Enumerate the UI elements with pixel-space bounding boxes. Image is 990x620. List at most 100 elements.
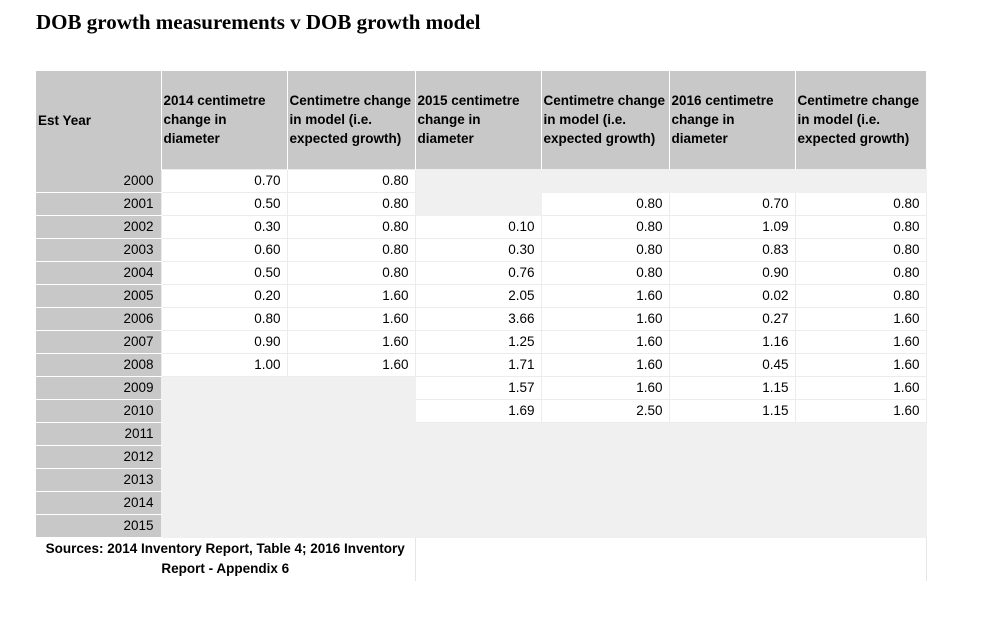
cell-2016-model: 1.60 bbox=[794, 375, 927, 400]
cell-2016-model: 0.80 bbox=[794, 191, 927, 216]
table-row: 2004 0.50 0.80 0.76 0.80 0.90 0.80 bbox=[36, 260, 927, 285]
cell-2015-model bbox=[540, 467, 670, 492]
cell-value: 1.60 bbox=[636, 380, 663, 395]
cell-value: 0.50 bbox=[254, 196, 281, 211]
cell-2015-measured bbox=[414, 168, 542, 193]
year-cell: 2008 bbox=[36, 353, 161, 377]
year-cell: 2014 bbox=[36, 491, 161, 515]
cell-2015-measured: 0.76 bbox=[414, 260, 542, 285]
cell-2015-measured bbox=[414, 421, 542, 446]
header-2015-measured: 2015 centimetre change in diameter bbox=[414, 71, 541, 169]
cell-2016-model bbox=[794, 490, 927, 515]
page-title: DOB growth measurements v DOB growth mod… bbox=[36, 10, 481, 34]
cell-2016-measured bbox=[668, 444, 796, 469]
cell-value: 1.09 bbox=[762, 219, 789, 234]
cell-2015-measured bbox=[414, 513, 542, 538]
cell-2016-measured bbox=[668, 467, 796, 492]
cell-value: 0.30 bbox=[508, 242, 535, 257]
cell-value: 0.90 bbox=[762, 265, 789, 280]
cell-2015-model: 0.80 bbox=[540, 237, 670, 262]
cell-value: 0.90 bbox=[254, 334, 281, 349]
growth-table: Est Year 2014 centimetre change in diame… bbox=[36, 71, 927, 581]
cell-2016-measured: 1.16 bbox=[668, 329, 796, 354]
year-cell: 2002 bbox=[36, 215, 161, 239]
year-cell: 2011 bbox=[36, 422, 161, 446]
table-row: 2007 0.90 1.60 1.25 1.60 1.16 1.60 bbox=[36, 329, 927, 354]
cell-2015-model: 2.50 bbox=[540, 398, 670, 423]
cell-2014-model: 0.80 bbox=[286, 191, 416, 216]
cell-value: 0.80 bbox=[382, 242, 409, 257]
cell-2016-measured: 1.15 bbox=[668, 375, 796, 400]
cell-2016-measured: 1.15 bbox=[668, 398, 796, 423]
cell-2014-measured: 0.70 bbox=[160, 168, 288, 193]
cell-value: 0.80 bbox=[893, 242, 920, 257]
cell-value: 1.60 bbox=[636, 311, 663, 326]
cell-2014-measured bbox=[160, 375, 288, 400]
cell-2014-model bbox=[286, 467, 416, 492]
cell-2014-measured bbox=[160, 513, 288, 538]
cell-2014-measured bbox=[160, 444, 288, 469]
year-cell: 2013 bbox=[36, 468, 161, 492]
table-row: 2011 bbox=[36, 421, 927, 446]
sources-note: Sources: 2014 Inventory Report, Table 4;… bbox=[36, 537, 415, 581]
cell-value: 1.16 bbox=[762, 334, 789, 349]
table-row: 2013 bbox=[36, 467, 927, 492]
table-row: 2009 1.57 1.60 1.15 1.60 bbox=[36, 375, 927, 400]
cell-2015-model bbox=[540, 513, 670, 538]
table-row: 2012 bbox=[36, 444, 927, 469]
cell-2015-model: 0.80- bbox=[540, 191, 675, 216]
cell-value: 0.27 bbox=[762, 311, 789, 326]
cell-2015-model: 1.60 bbox=[540, 329, 670, 354]
cell-value: 0.70 bbox=[254, 173, 281, 188]
cell-2016-measured: 0.45 bbox=[668, 352, 796, 377]
cell-2016-measured bbox=[668, 490, 796, 515]
cell-2016-measured bbox=[668, 513, 796, 538]
cell-2015-measured: 0.10 bbox=[414, 214, 542, 239]
cell-value: 0.80 bbox=[382, 196, 409, 211]
cell-value: 1.60 bbox=[893, 311, 920, 326]
table-row: 2002 0.30 0.80 0.10 0.80- 1.09 0.80 bbox=[36, 214, 927, 239]
cell-value: 1.25 bbox=[508, 334, 535, 349]
cell-2015-measured: 1.25 bbox=[414, 329, 542, 354]
cell-2014-measured: 0.60 bbox=[160, 237, 288, 262]
cell-2014-model: 0.80 bbox=[286, 168, 416, 193]
cell-2014-measured: 1.00 bbox=[160, 352, 288, 377]
cell-2015-model: 1.60 bbox=[540, 375, 670, 400]
table-row: 2003 0.60 0.80- 0.30 0.80 0.83 0.80 bbox=[36, 237, 927, 262]
table-row: 2000 0.70 0.80 bbox=[36, 168, 927, 193]
cell-2016-measured bbox=[668, 168, 796, 193]
cell-2016-measured: 0.83 bbox=[668, 237, 796, 262]
cell-value: 2.50 bbox=[636, 403, 663, 418]
year-cell: 2007 bbox=[36, 330, 161, 354]
cell-2014-model bbox=[286, 513, 416, 538]
cell-2014-model: 0.80 bbox=[286, 260, 416, 285]
cell-value: 0.80 bbox=[382, 219, 409, 234]
cell-value: 0.45 bbox=[762, 357, 789, 372]
cell-2014-model: 1.60 bbox=[286, 352, 416, 377]
cell-2014-measured: 0.90 bbox=[160, 329, 288, 354]
year-cell: 2003 bbox=[36, 238, 161, 262]
cell-2016-model bbox=[794, 168, 927, 193]
cell-2016-measured: 0.70 bbox=[668, 191, 796, 216]
table-row: 2006 0.80 1.60 3.66 1.60 0.27 1.60 bbox=[36, 306, 927, 331]
year-cell: 2012 bbox=[36, 445, 161, 469]
cell-2015-model: 1.60- bbox=[540, 283, 675, 308]
cell-2015-measured: 3.66 bbox=[414, 306, 542, 331]
cell-2015-model bbox=[540, 444, 670, 469]
cell-2015-model bbox=[540, 421, 670, 446]
cell-2016-model bbox=[794, 421, 927, 446]
cell-2014-measured: 0.50 bbox=[160, 260, 288, 285]
cell-value: 0.10 bbox=[508, 219, 535, 234]
cell-2016-measured: 0.27 bbox=[668, 306, 796, 331]
cell-2014-measured bbox=[160, 467, 288, 492]
cell-value: 1.60 bbox=[382, 288, 409, 303]
cell-value: 0.80 bbox=[636, 196, 663, 211]
table-row: 2014 bbox=[36, 490, 927, 515]
cell-value: 0.02 bbox=[762, 288, 789, 303]
cell-value: 1.60 bbox=[893, 380, 920, 395]
table-row: 2008 1.00 1.60 1.71 1.60 0.45 1.60 bbox=[36, 352, 927, 377]
cell-2015-measured: 0.30 bbox=[414, 237, 542, 262]
cell-value: 1.60 bbox=[382, 334, 409, 349]
cell-value: 0.30 bbox=[254, 219, 281, 234]
